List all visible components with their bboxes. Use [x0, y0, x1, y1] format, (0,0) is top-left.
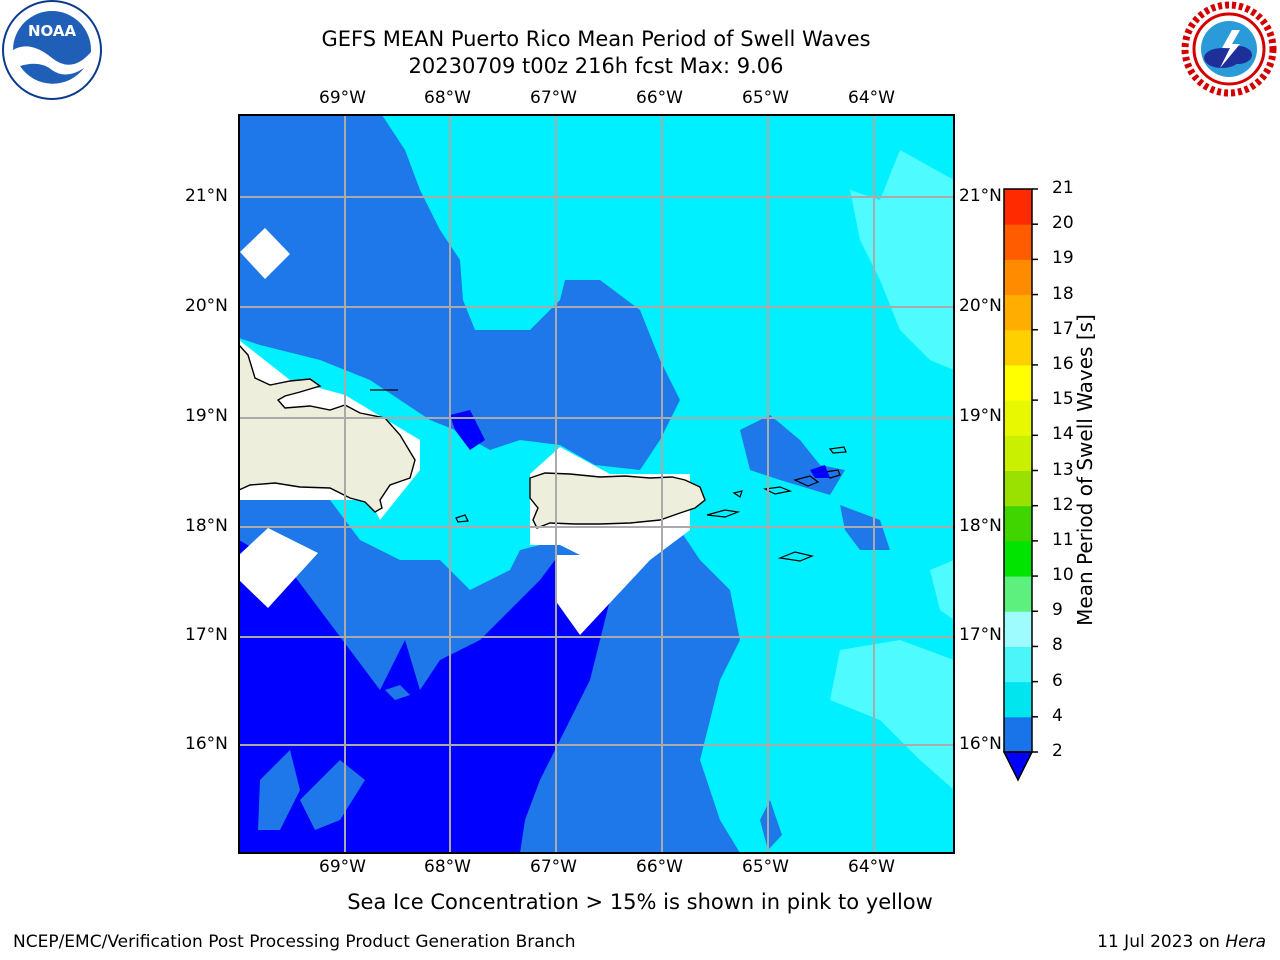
lon-label-top: 66°W	[636, 88, 683, 108]
footer-credit: NCEP/EMC/Verification Post Processing Pr…	[13, 932, 576, 952]
lat-label-left: 16°N	[185, 734, 228, 754]
colorbar-label: Mean Period of Swell Waves [s]	[1073, 314, 1097, 626]
colorbar	[1002, 188, 1038, 782]
colorbar-segment	[1004, 646, 1032, 683]
lat-label-left: 19°N	[185, 406, 228, 426]
lat-label-right: 16°N	[959, 734, 1002, 754]
lon-label-top: 65°W	[742, 88, 789, 108]
lon-label-bottom: 69°W	[319, 857, 366, 877]
colorbar-tick-label: 15	[1052, 389, 1074, 410]
colorbar-tick-label: 21	[1052, 178, 1074, 198]
graticule	[239, 115, 954, 853]
sea-ice-note: Sea Ice Concentration > 15% is shown in …	[347, 890, 933, 914]
colorbar-segment	[1004, 470, 1032, 507]
colorbar-tick-label: 14	[1052, 424, 1074, 445]
colorbar-tick-label: 4	[1052, 705, 1063, 726]
colorbar-segment	[1004, 329, 1032, 366]
colorbar-segment	[1004, 681, 1032, 718]
colorbar-segment	[1004, 294, 1032, 331]
swell-period-field	[239, 115, 954, 853]
lon-label-bottom: 64°W	[848, 857, 895, 877]
colorbar-segment	[1004, 189, 1032, 225]
colorbar-segment	[1004, 224, 1032, 260]
colorbar-segment	[1004, 716, 1032, 753]
colorbar-tick-label: 18	[1052, 283, 1074, 304]
colorbar-segment	[1004, 576, 1032, 612]
lon-label-top: 67°W	[530, 88, 577, 108]
colorbar-segment	[1004, 611, 1032, 647]
lat-label-right: 21°N	[959, 186, 1002, 206]
plot-subtitle: 20230709 t00z 216h fcst Max: 9.06	[408, 54, 784, 78]
lat-label-left: 21°N	[185, 186, 228, 206]
colorbar-tick-label: 10	[1052, 565, 1074, 586]
nws-logo	[1181, 1, 1277, 97]
contour-4-6s	[239, 115, 680, 470]
land-mask	[240, 228, 290, 279]
lat-label-right: 18°N	[959, 516, 1002, 536]
colorbar-segment	[1004, 400, 1032, 436]
colorbar-segment	[1004, 505, 1032, 542]
lon-label-top: 69°W	[319, 88, 366, 108]
lon-label-bottom: 67°W	[530, 857, 577, 877]
colorbar-segment	[1004, 364, 1032, 401]
colorbar-tick-label: 2	[1052, 741, 1063, 761]
colorbar-tick-label: 17	[1052, 318, 1074, 339]
colorbar-tick-label: 9	[1052, 600, 1063, 621]
lat-label-right: 19°N	[959, 406, 1002, 426]
lat-label-left: 20°N	[185, 296, 228, 316]
footer-date: 11 Jul 2023 on Hera	[1097, 932, 1266, 952]
colorbar-segment	[1004, 435, 1032, 471]
lat-label-right: 20°N	[959, 296, 1002, 316]
colorbar-tick-label: 6	[1052, 670, 1063, 691]
footer-machine: Hera	[1225, 932, 1266, 952]
lon-label-bottom: 65°W	[742, 857, 789, 877]
colorbar-segment	[1004, 259, 1032, 296]
lat-label-right: 17°N	[959, 625, 1002, 645]
lon-label-top: 68°W	[424, 88, 471, 108]
colorbar-under-arrow	[1002, 751, 1034, 782]
noaa-logo: NOAA	[2, 0, 102, 100]
map-frame	[238, 114, 955, 854]
colorbar-tick-label: 8	[1052, 635, 1063, 656]
noaa-logo-text: NOAA	[28, 22, 77, 40]
colorbar-segment	[1004, 540, 1032, 577]
lon-label-bottom: 66°W	[636, 857, 683, 877]
lat-label-left: 17°N	[185, 625, 228, 645]
colorbar-tick-label: 12	[1052, 494, 1074, 515]
colorbar-tick-label: 16	[1052, 353, 1074, 374]
colorbar-tick-label: 20	[1052, 213, 1074, 234]
lon-label-bottom: 68°W	[424, 857, 471, 877]
colorbar-tick-label: 19	[1052, 248, 1074, 269]
colorbar-tick-label: 11	[1052, 529, 1074, 550]
lon-label-top: 64°W	[848, 88, 895, 108]
lat-label-left: 18°N	[185, 516, 228, 536]
colorbar-tick-label: 13	[1052, 459, 1074, 480]
plot-title: GEFS MEAN Puerto Rico Mean Period of Swe…	[321, 27, 871, 51]
